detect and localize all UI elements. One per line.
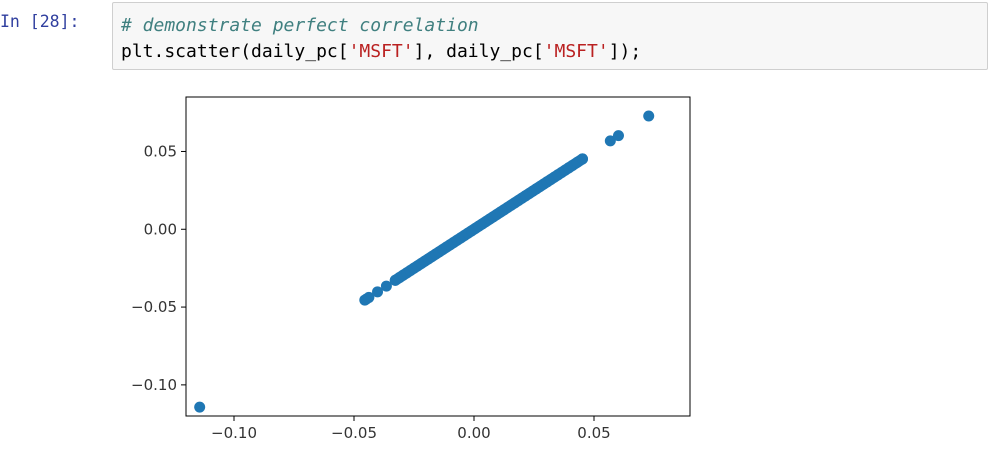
x-tick-label: 0.00 [457,424,490,442]
code-string-2: 'MSFT' [543,41,609,62]
code-line-2: plt.scatter(daily_pc['MSFT'], daily_pc['… [121,39,987,65]
scatter-point [612,130,624,142]
x-tick-label: 0.05 [577,424,610,442]
scatter-point [380,280,392,292]
y-tick-label: −0.10 [131,376,177,394]
x-tick-label: −0.10 [211,424,257,442]
cell-output: −0.10 −0.05 0.00 0.05 −0.10 −0.05 0.00 0.05 [112,80,812,449]
code-comment: # demonstrate perfect correlation [121,15,479,36]
code-prefix: plt.scatter(daily_pc[ [121,41,349,62]
y-tick-label: 0.05 [144,142,177,160]
y-tick-label: −0.05 [131,298,177,316]
code-line-1: # demonstrate perfect correlation [121,13,987,39]
scatter-point [363,291,375,303]
scatter-plot: −0.10 −0.05 0.00 0.05 −0.10 −0.05 0.00 0.05 [131,96,691,442]
x-tick-label: −0.05 [331,424,377,442]
code-cell-input[interactable]: # demonstrate perfect correlation plt.sc… [112,2,988,70]
plot-frame [185,96,691,417]
scatter-point [194,401,206,413]
scatter-point [576,153,588,165]
code-mid: ], daily_pc[ [413,41,544,62]
code-suffix: ]); [608,41,642,62]
cell-prompt: In [28]: [0,12,80,31]
scatter-point [604,135,616,147]
y-tick-label: 0.00 [144,220,177,238]
scatter-point [643,110,655,122]
code-string-1: 'MSFT' [348,41,414,62]
scatter-point [372,286,384,298]
